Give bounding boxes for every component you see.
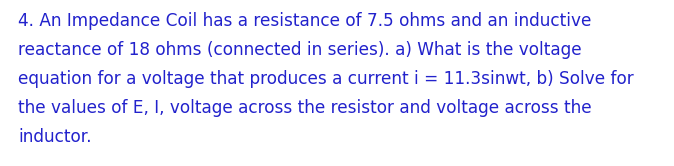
Text: reactance of 18 ohms (connected in series). a) What is the voltage: reactance of 18 ohms (connected in serie…	[18, 41, 582, 59]
Text: equation for a voltage that produces a current i = 11.3sinwt, b) Solve for: equation for a voltage that produces a c…	[18, 70, 634, 88]
Text: the values of E, I, voltage across the resistor and voltage across the: the values of E, I, voltage across the r…	[18, 99, 592, 117]
Text: inductor.: inductor.	[18, 128, 92, 146]
Text: 4. An Impedance Coil has a resistance of 7.5 ohms and an inductive: 4. An Impedance Coil has a resistance of…	[18, 12, 591, 30]
